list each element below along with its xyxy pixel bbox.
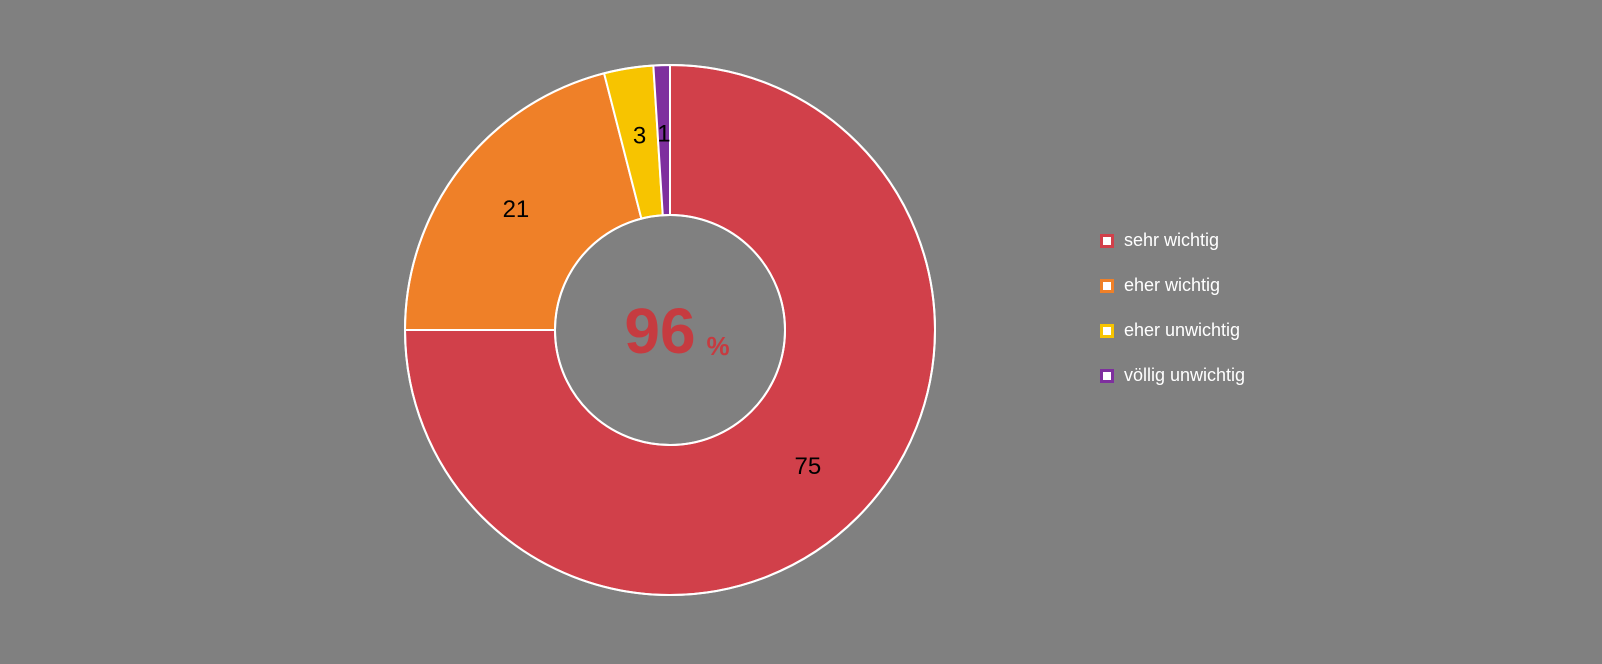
donut-center-value: 96 xyxy=(624,295,695,367)
legend-item: eher wichtig xyxy=(1100,275,1245,296)
legend-swatch xyxy=(1100,324,1114,338)
donut-slice-value: 21 xyxy=(503,196,530,223)
legend-label: eher wichtig xyxy=(1124,275,1220,296)
legend-item: eher unwichtig xyxy=(1100,320,1245,341)
donut-slice-value: 75 xyxy=(795,453,822,480)
legend-item: sehr wichtig xyxy=(1100,230,1245,251)
donut-center-unit: % xyxy=(706,331,729,361)
chart-stage: 75 21 31 96% sehr wichtig eher wichtig eher u… xyxy=(0,0,1602,664)
chart-legend: sehr wichtig eher wichtig eher unwichtig vö… xyxy=(1100,230,1245,410)
legend-swatch xyxy=(1100,234,1114,248)
donut-slice-value: 3 xyxy=(633,123,646,150)
legend-label: sehr wichtig xyxy=(1124,230,1219,251)
legend-label: völlig unwichtig xyxy=(1124,365,1245,386)
donut-slice-value: 1 xyxy=(657,120,670,147)
donut-chart: 75 21 31 96% xyxy=(0,0,1602,664)
legend-item: völlig unwichtig xyxy=(1100,365,1245,386)
legend-swatch xyxy=(1100,279,1114,293)
legend-swatch xyxy=(1100,369,1114,383)
legend-label: eher unwichtig xyxy=(1124,320,1240,341)
